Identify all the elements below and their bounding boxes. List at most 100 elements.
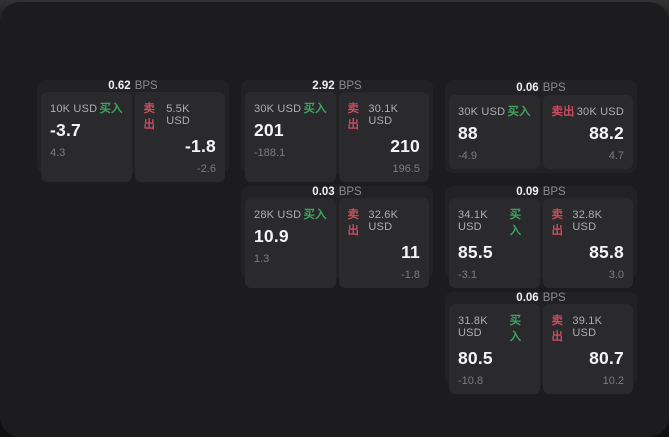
buy-delta: -3.1 — [458, 269, 477, 281]
bps-header: 0.62 BPS — [41, 80, 225, 92]
bps-header: 0.03 BPS — [245, 186, 429, 198]
buy-tile-header: 10K USD 买入 — [50, 100, 123, 116]
sell-delta: -1.8 — [401, 269, 420, 281]
quote-card-body: 28K USD 买入 10.9 1.3 卖出 32.6K USD 11 -1.8 — [245, 198, 429, 288]
sell-notional: 30K USD — [576, 106, 624, 118]
quote-card-body: 31.8K USD 买入 80.5 -10.8 卖出 39.1K USD 80.… — [449, 304, 633, 394]
sell-tile-header: 卖出 5.5K USD — [144, 100, 217, 132]
bps-header: 0.06 BPS — [449, 292, 633, 304]
bps-header: 2.92 BPS — [245, 80, 429, 92]
sell-price: 85.8 — [589, 242, 624, 262]
sell-delta: 196.5 — [392, 163, 420, 175]
buy-tile-header: 34.1K USD 买入 — [458, 206, 531, 238]
bps-unit-label: BPS — [542, 292, 566, 304]
buy-tile[interactable]: 10K USD 买入 -3.7 4.3 — [41, 92, 132, 182]
sell-notional: 32.6K USD — [368, 209, 399, 233]
buy-delta: -10.8 — [458, 375, 484, 387]
bps-unit-label: BPS — [542, 186, 566, 198]
sell-tile-header: 卖出 32.6K USD — [348, 206, 421, 238]
sell-price: 210 — [390, 136, 420, 156]
buy-label: 买入 — [509, 315, 522, 343]
bps-unit-label: BPS — [338, 80, 362, 92]
bps-value: 0.06 — [516, 292, 539, 304]
sell-label: 卖出 — [347, 103, 360, 131]
bps-value: 0.06 — [516, 81, 539, 94]
buy-delta: 1.3 — [254, 253, 270, 265]
buy-notional: 30K USD — [254, 103, 302, 115]
buy-tile[interactable]: 30K USD 买入 88 -4.9 — [449, 95, 540, 169]
sell-delta: 4.7 — [608, 150, 624, 162]
bps-value: 0.09 — [516, 186, 539, 198]
buy-label: 买入 — [507, 106, 531, 118]
buy-tile-header: 30K USD 买入 — [458, 103, 531, 119]
quote-card-body: 30K USD 买入 88 -4.9 卖出 30K USD 88.2 4.7 — [449, 95, 633, 169]
buy-tile[interactable]: 34.1K USD 买入 85.5 -3.1 — [449, 198, 540, 288]
sell-label: 卖出 — [347, 209, 360, 237]
bps-value: 0.03 — [312, 186, 335, 198]
sell-tile-header: 卖出 32.8K USD — [552, 206, 625, 238]
buy-notional: 31.8K USD — [458, 315, 488, 339]
buy-price: 201 — [254, 120, 284, 140]
buy-tile[interactable]: 31.8K USD 买入 80.5 -10.8 — [449, 304, 540, 394]
sell-delta: 10.2 — [602, 375, 624, 387]
buy-tile-header: 31.8K USD 买入 — [458, 312, 531, 344]
sell-notional: 30.1K USD — [368, 103, 399, 127]
buy-price: 85.5 — [458, 242, 493, 262]
sell-label: 卖出 — [551, 209, 564, 237]
buy-price: 88 — [458, 123, 478, 143]
bps-unit-label: BPS — [542, 81, 566, 94]
sell-notional: 5.5K USD — [166, 103, 191, 127]
sell-tile[interactable]: 卖出 30K USD 88.2 4.7 — [542, 95, 633, 169]
quote-card: 0.06 BPS 30K USD 买入 88 -4.9 卖出 30K USD — [445, 80, 637, 173]
sell-price: 11 — [401, 242, 420, 262]
quote-cards-grid: 0.62 BPS 10K USD 买入 -3.7 4.3 卖出 5.5K USD — [37, 80, 637, 394]
quote-card: 0.06 BPS 31.8K USD 买入 80.5 -10.8 卖出 39.1… — [445, 292, 637, 394]
buy-notional: 34.1K USD — [458, 209, 488, 233]
bps-value: 2.92 — [312, 80, 335, 92]
quote-card: 2.92 BPS 30K USD 买入 201 -188.1 卖出 30.1K … — [241, 80, 433, 182]
sell-tile[interactable]: 卖出 5.5K USD -1.8 -2.6 — [134, 92, 225, 182]
quote-card: 0.09 BPS 34.1K USD 买入 85.5 -3.1 卖出 32.8K… — [445, 186, 637, 288]
quote-card-body: 10K USD 买入 -3.7 4.3 卖出 5.5K USD -1.8 -2.… — [41, 92, 225, 182]
sell-tile[interactable]: 卖出 32.8K USD 85.8 3.0 — [542, 198, 633, 288]
buy-label: 买入 — [509, 209, 522, 237]
sell-label: 卖出 — [551, 315, 564, 343]
buy-tile-header: 30K USD 买入 — [254, 100, 327, 116]
buy-label: 买入 — [303, 209, 327, 221]
sell-price: 88.2 — [589, 123, 624, 143]
buy-notional: 30K USD — [458, 106, 506, 118]
sell-delta: -2.6 — [197, 163, 216, 175]
sell-notional: 39.1K USD — [572, 315, 603, 339]
quote-card: 0.03 BPS 28K USD 买入 10.9 1.3 卖出 32.6K US… — [241, 186, 433, 288]
sell-tile[interactable]: 卖出 30.1K USD 210 196.5 — [338, 92, 429, 182]
buy-tile-header: 28K USD 买入 — [254, 206, 327, 222]
buy-notional: 10K USD — [50, 103, 98, 115]
bps-header: 0.06 BPS — [449, 80, 633, 95]
buy-price: -3.7 — [50, 120, 81, 140]
sell-delta: 3.0 — [608, 269, 624, 281]
buy-delta: 4.3 — [50, 147, 66, 159]
quote-card-body: 30K USD 买入 201 -188.1 卖出 30.1K USD 210 1… — [245, 92, 429, 182]
sell-label: 卖出 — [143, 103, 156, 131]
buy-price: 10.9 — [254, 226, 289, 246]
buy-delta: -4.9 — [458, 150, 477, 162]
sell-tile-header: 卖出 30K USD — [552, 103, 625, 119]
sell-tile[interactable]: 卖出 32.6K USD 11 -1.8 — [338, 198, 429, 288]
quote-card: 0.62 BPS 10K USD 买入 -3.7 4.3 卖出 5.5K USD — [37, 80, 229, 182]
buy-notional: 28K USD — [254, 209, 302, 221]
buy-price: 80.5 — [458, 348, 493, 368]
bps-unit-label: BPS — [134, 80, 158, 92]
quote-card-body: 34.1K USD 买入 85.5 -3.1 卖出 32.8K USD 85.8… — [449, 198, 633, 288]
buy-delta: -188.1 — [254, 147, 286, 159]
sell-tile-header: 卖出 30.1K USD — [348, 100, 421, 132]
sell-label: 卖出 — [551, 106, 575, 118]
buy-label: 买入 — [99, 103, 123, 115]
buy-tile[interactable]: 30K USD 买入 201 -188.1 — [245, 92, 336, 182]
buy-tile[interactable]: 28K USD 买入 10.9 1.3 — [245, 198, 336, 288]
sell-tile[interactable]: 卖出 39.1K USD 80.7 10.2 — [542, 304, 633, 394]
bps-unit-label: BPS — [338, 186, 362, 198]
sell-price: 80.7 — [589, 348, 624, 368]
bps-header: 0.09 BPS — [449, 186, 633, 198]
bps-value: 0.62 — [108, 80, 131, 92]
